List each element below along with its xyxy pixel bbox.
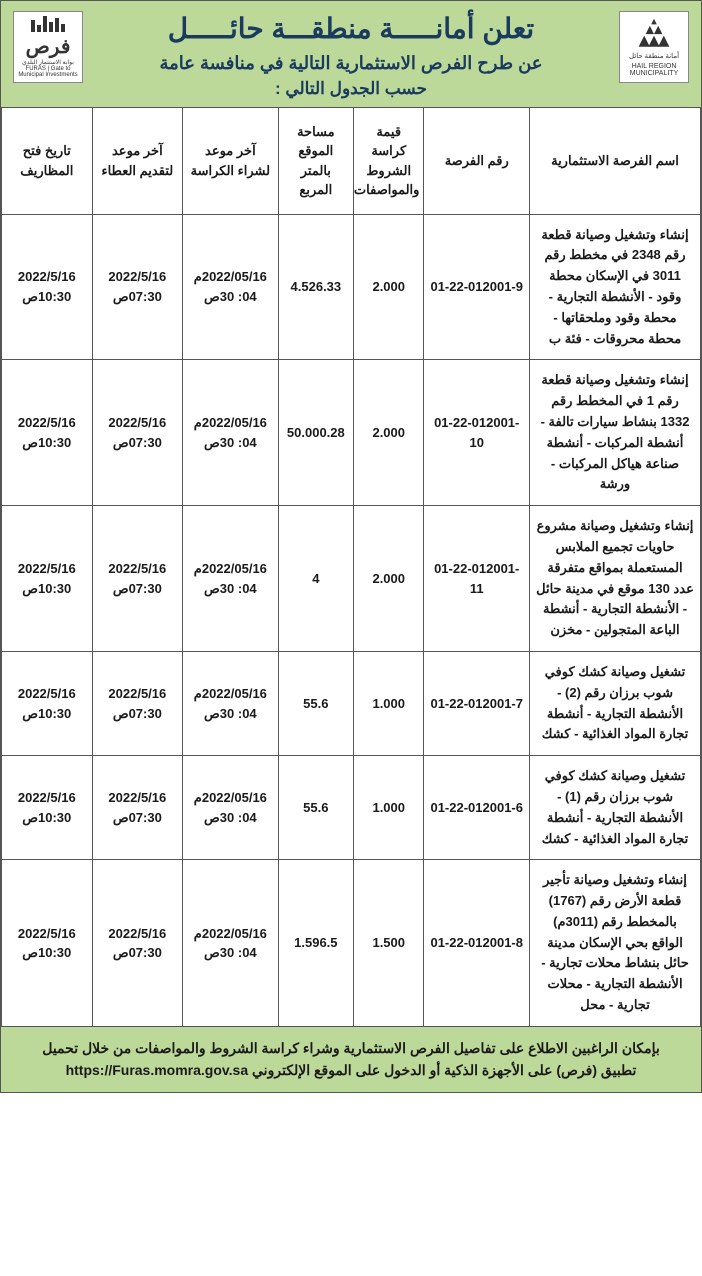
opportunities-table: اسم الفرصة الاستثمارية رقم الفرصة قيمة ك… xyxy=(1,107,701,1027)
cell-open: 2022/5/16 10:30ص xyxy=(2,860,93,1027)
col-header-buy: آخر موعد لشراء الكراسة xyxy=(183,107,279,214)
table-body: إنشاء وتشغيل وصيانة قطعة رقم 2348 في مخط… xyxy=(2,214,701,1026)
furas-sub-en: FURAS | Gate to Municipal Investments xyxy=(18,66,78,78)
col-header-area: مساحة الموقع بالمتر المربع xyxy=(278,107,353,214)
cell-name: تشغيل وصيانة كشك كوفي شوب برزان رقم (2) … xyxy=(530,651,701,755)
header-bar: أمانة منطقة حائل HAIL REGION MUNICIPALIT… xyxy=(1,1,701,107)
hail-municipality-logo: أمانة منطقة حائل HAIL REGION MUNICIPALIT… xyxy=(619,11,689,83)
cell-name: إنشاء وتشغيل وصيانة مشروع حاويات تجميع ا… xyxy=(530,506,701,652)
table-row: تشغيل وصيانة كشك كوفي شوب برزان رقم (1) … xyxy=(2,756,701,860)
table-header-row: اسم الفرصة الاستثمارية رقم الفرصة قيمة ك… xyxy=(2,107,701,214)
cell-price: 2.000 xyxy=(354,506,424,652)
cell-name: تشغيل وصيانة كشك كوفي شوب برزان رقم (1) … xyxy=(530,756,701,860)
cell-area: 55.6 xyxy=(278,651,353,755)
cell-price: 2.000 xyxy=(354,360,424,506)
logo-text-ar: أمانة منطقة حائل xyxy=(629,53,679,61)
cell-open: 2022/5/16 10:30ص xyxy=(2,756,93,860)
cell-area: 1.596.5 xyxy=(278,860,353,1027)
furas-sub-ar: بوابة الاستثمار البلدي xyxy=(22,59,74,66)
table-row: إنشاء وتشغيل وصيانة مشروع حاويات تجميع ا… xyxy=(2,506,701,652)
col-header-open: تاريخ فتح المظاريف xyxy=(2,107,93,214)
pyramid-icon xyxy=(630,16,678,51)
announcement-page: أمانة منطقة حائل HAIL REGION MUNICIPALIT… xyxy=(0,0,702,1093)
cell-price: 1.500 xyxy=(354,860,424,1027)
cell-area: 50.000.28 xyxy=(278,360,353,506)
title-sub: عن طرح الفرص الاستثمارية التالية في مناف… xyxy=(93,51,609,76)
cell-name: إنشاء وتشغيل وصيانة قطعة رقم 2348 في مخط… xyxy=(530,214,701,360)
cell-open: 2022/5/16 10:30ص xyxy=(2,506,93,652)
footer-bar: بإمكان الراغبين الاطلاع على تفاصيل الفرص… xyxy=(1,1027,701,1092)
cell-name: إنشاء وتشغيل وصيانة تأجير قطعة الأرض رقم… xyxy=(530,860,701,1027)
table-row: تشغيل وصيانة كشك كوفي شوب برزان رقم (2) … xyxy=(2,651,701,755)
cell-submit: 2022/5/16 07:30ص xyxy=(92,506,183,652)
cell-buy: 2022/05/16م 04: 30ص xyxy=(183,214,279,360)
furas-logo: فرص بوابة الاستثمار البلدي FURAS | Gate … xyxy=(13,11,83,83)
cell-number: 01-22-012001-11 xyxy=(424,506,530,652)
cell-buy: 2022/05/16م 04: 30ص xyxy=(183,756,279,860)
cell-number: 01-22-012001-10 xyxy=(424,360,530,506)
footer-line2: تطبيق (فرص) على الأجهزة الذكية أو الدخول… xyxy=(13,1059,689,1081)
cell-number: 01-22-012001-7 xyxy=(424,651,530,755)
cell-number: 01-22-012001-8 xyxy=(424,860,530,1027)
logo-text-en: HAIL REGION MUNICIPALITY xyxy=(624,63,684,78)
header-titles: تعلن أمانـــــة منطقـــة حائـــــل عن طر… xyxy=(93,11,609,99)
table-row: إنشاء وتشغيل وصيانة قطعة رقم 1 في المخطط… xyxy=(2,360,701,506)
cell-number: 01-22-012001-9 xyxy=(424,214,530,360)
cell-submit: 2022/5/16 07:30ص xyxy=(92,651,183,755)
cell-submit: 2022/5/16 07:30ص xyxy=(92,860,183,1027)
footer-url: https://Furas.momra.gov.sa xyxy=(66,1059,249,1081)
footer-line2-text: تطبيق (فرص) على الأجهزة الذكية أو الدخول… xyxy=(248,1062,636,1078)
cell-open: 2022/5/16 10:30ص xyxy=(2,360,93,506)
cell-buy: 2022/05/16م 04: 30ص xyxy=(183,506,279,652)
cell-area: 4.526.33 xyxy=(278,214,353,360)
cell-area: 4 xyxy=(278,506,353,652)
table-row: إنشاء وتشغيل وصيانة تأجير قطعة الأرض رقم… xyxy=(2,860,701,1027)
skyline-icon xyxy=(31,16,65,32)
footer-line1: بإمكان الراغبين الاطلاع على تفاصيل الفرص… xyxy=(13,1037,689,1059)
cell-open: 2022/5/16 10:30ص xyxy=(2,214,93,360)
cell-submit: 2022/5/16 07:30ص xyxy=(92,360,183,506)
furas-text: فرص xyxy=(26,34,71,59)
title-sub2: حسب الجدول التالي : xyxy=(93,79,609,99)
cell-buy: 2022/05/16م 04: 30ص xyxy=(183,360,279,506)
cell-open: 2022/5/16 10:30ص xyxy=(2,651,93,755)
cell-buy: 2022/05/16م 04: 30ص xyxy=(183,860,279,1027)
col-header-price: قيمة كراسة الشروط والمواصفات xyxy=(354,107,424,214)
title-main: تعلن أمانـــــة منطقـــة حائـــــل xyxy=(93,11,609,47)
col-header-number: رقم الفرصة xyxy=(424,107,530,214)
col-header-name: اسم الفرصة الاستثمارية xyxy=(530,107,701,214)
col-header-submit: آخر موعد لتقديم العطاء xyxy=(92,107,183,214)
cell-price: 1.000 xyxy=(354,651,424,755)
cell-area: 55.6 xyxy=(278,756,353,860)
cell-name: إنشاء وتشغيل وصيانة قطعة رقم 1 في المخطط… xyxy=(530,360,701,506)
cell-number: 01-22-012001-6 xyxy=(424,756,530,860)
cell-buy: 2022/05/16م 04: 30ص xyxy=(183,651,279,755)
cell-submit: 2022/5/16 07:30ص xyxy=(92,756,183,860)
cell-price: 2.000 xyxy=(354,214,424,360)
table-row: إنشاء وتشغيل وصيانة قطعة رقم 2348 في مخط… xyxy=(2,214,701,360)
cell-price: 1.000 xyxy=(354,756,424,860)
cell-submit: 2022/5/16 07:30ص xyxy=(92,214,183,360)
